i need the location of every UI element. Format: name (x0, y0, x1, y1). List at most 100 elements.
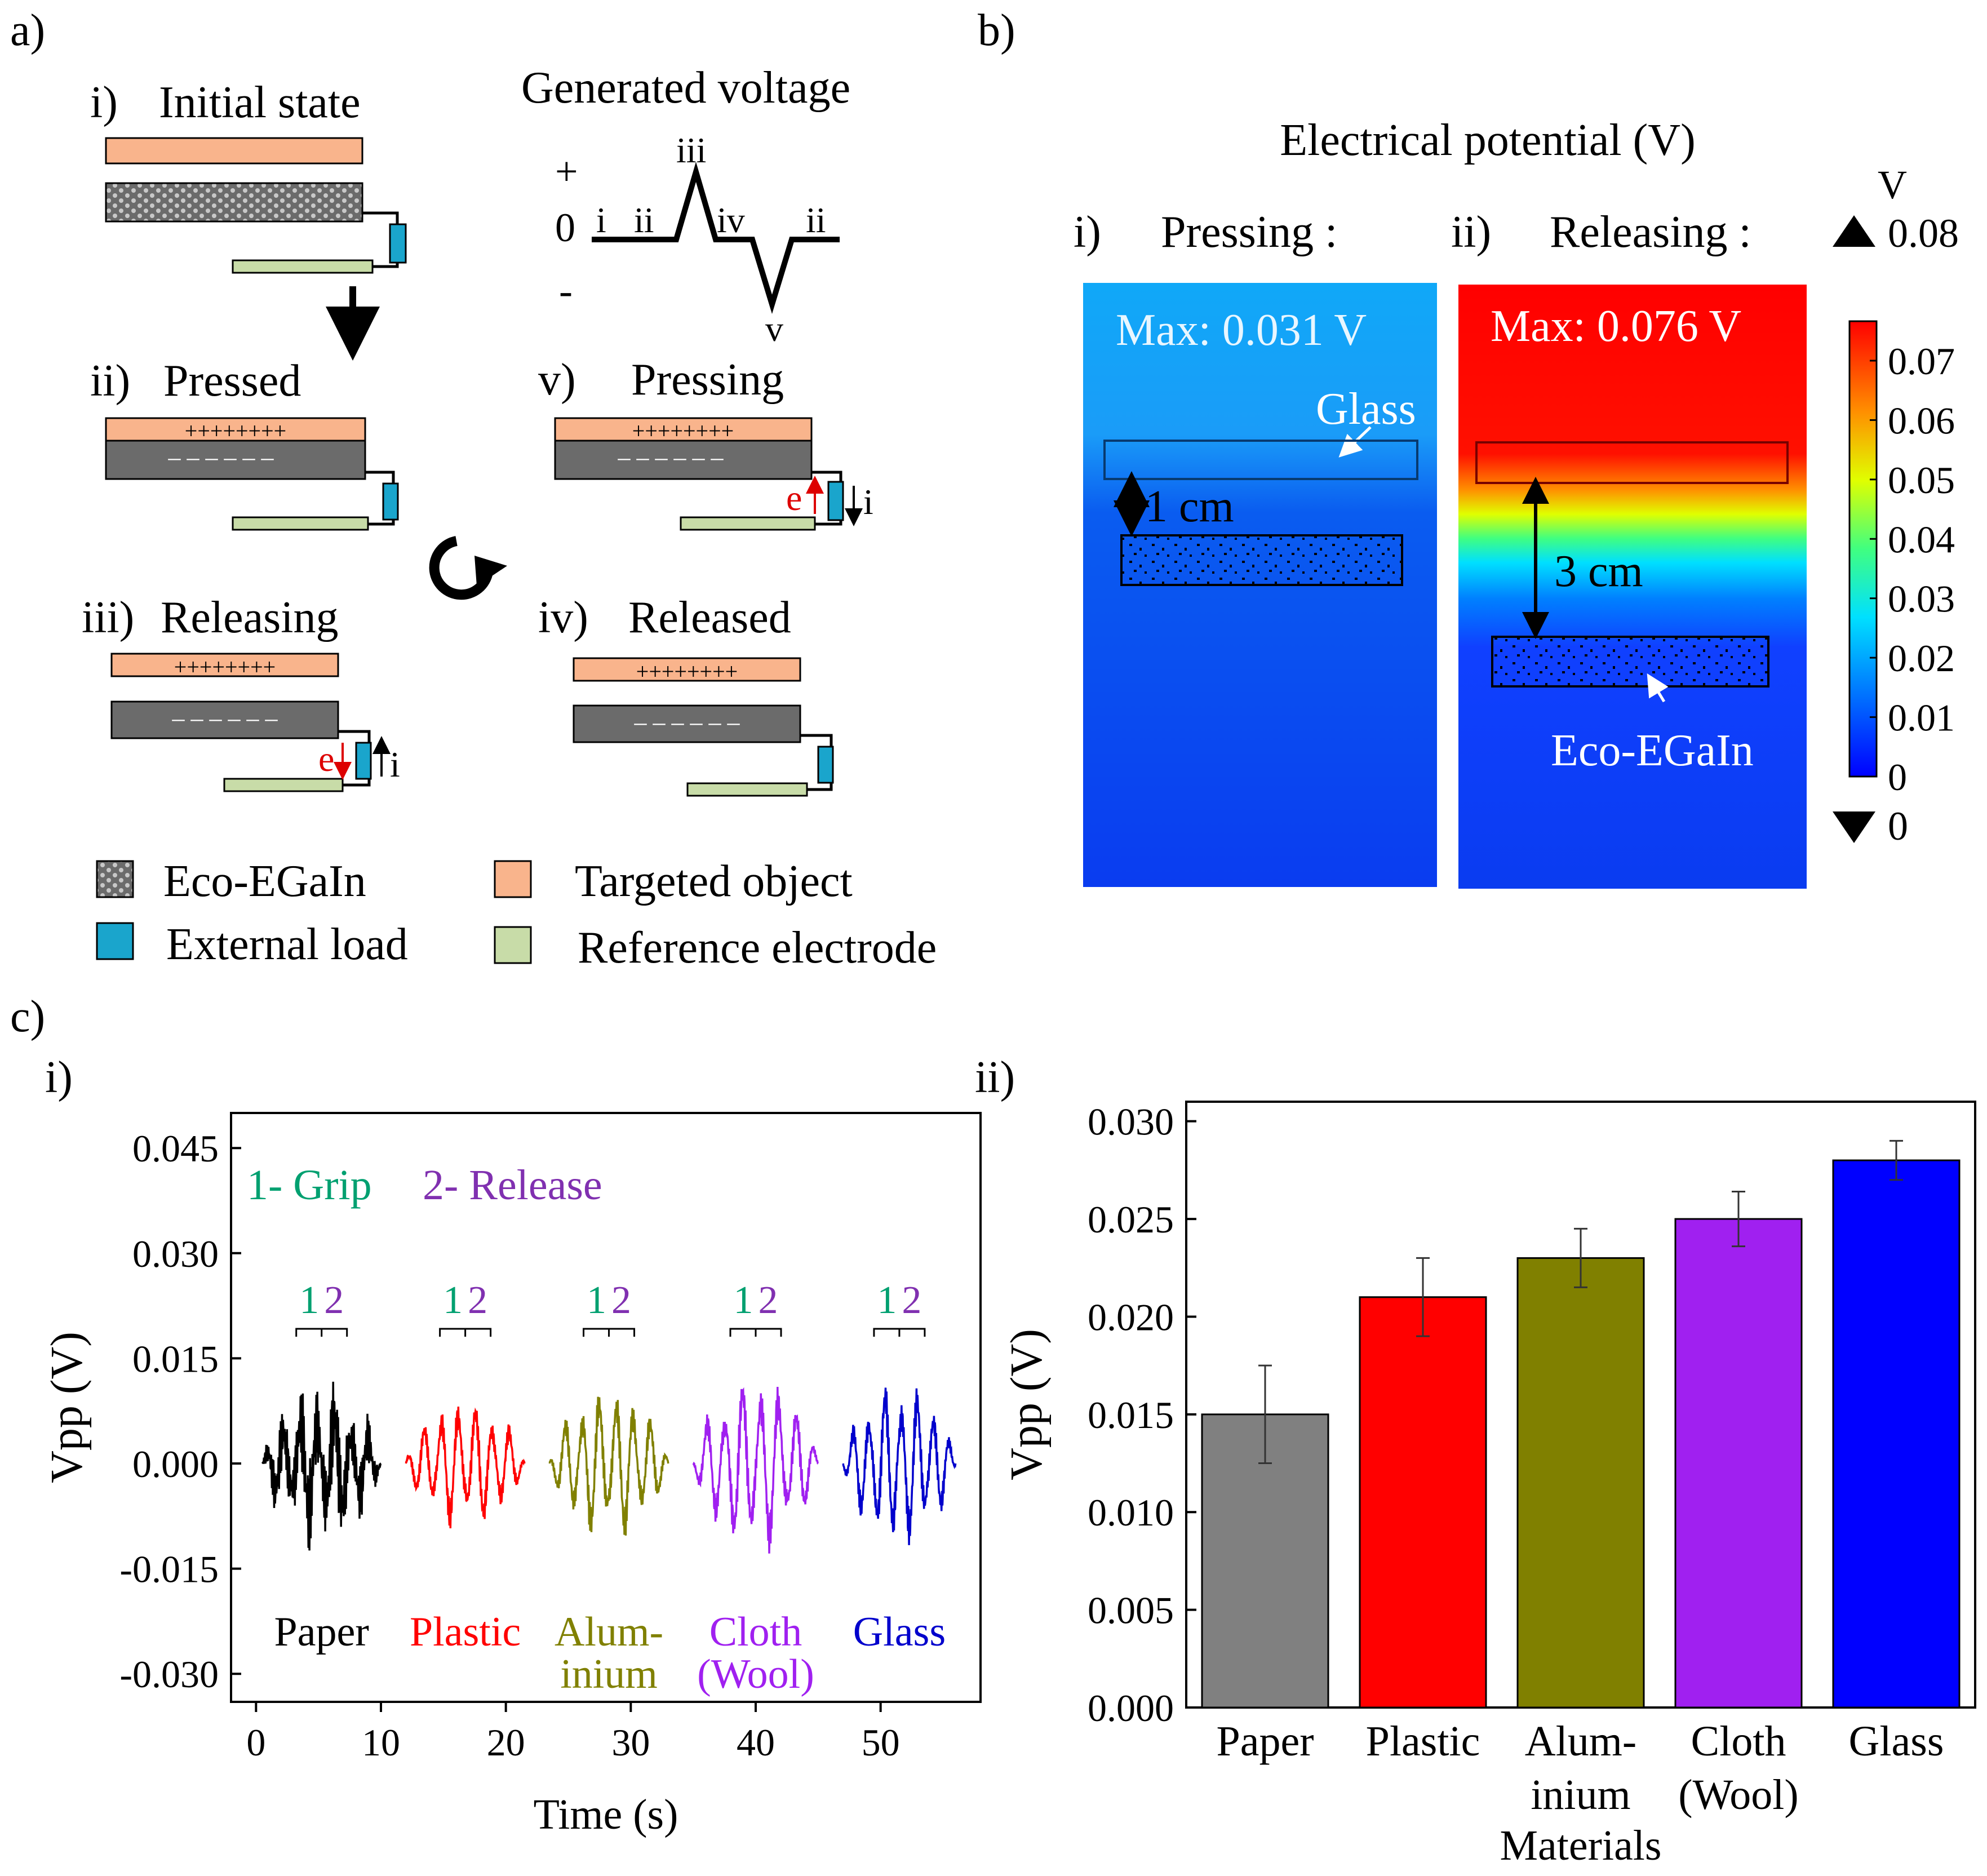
voltage-seq-3: iii (676, 130, 706, 170)
y-tick-label: 0.045 (132, 1127, 219, 1170)
series-line-paper (261, 1381, 382, 1551)
legend-ref-label: Reference electrode (578, 923, 937, 973)
grip-marker: 1 (587, 1279, 606, 1322)
releasing-field-map: Max: 0.076 V 3 cm Eco-EGaIn (1458, 285, 1807, 889)
releasing-gap-label: 3 cm (1554, 547, 1643, 596)
y-tick-label: 0.030 (132, 1232, 219, 1275)
targeted-object-layer (110, 653, 339, 677)
negative-charges: – – – – – – (172, 704, 278, 732)
cycle-icon (429, 536, 507, 600)
release-marker: 2 (902, 1279, 921, 1322)
pressing-field-map: Max: 0.031 V Glass 1 cm (1083, 283, 1437, 887)
step-v-number: v) (538, 355, 576, 405)
step-releasing: iii) Releasing ++++++++ – – – – – – e i (82, 593, 400, 792)
legend-release: 2- Release (423, 1161, 602, 1209)
legend-swatch-target (494, 860, 532, 898)
pressing-label: Pressing : (1161, 207, 1337, 257)
step-iv-number: iv) (538, 593, 588, 642)
step-pressing: v) Pressing ++++++++ – – – – – – e i (538, 355, 873, 531)
voltage-seq-6: ii (806, 200, 826, 240)
glass-outline (1475, 441, 1789, 484)
category-label: Cloth (1691, 1718, 1786, 1765)
voltage-seq-4: iv (717, 200, 745, 240)
positive-charges: ++++++++ (185, 418, 286, 444)
glass-outline (1103, 440, 1418, 480)
voltage-title: Generated voltage (521, 63, 850, 113)
y-tick-label: -0.015 (119, 1548, 219, 1591)
colorbar-min: 0 (1888, 804, 1908, 849)
colorbar-tick-label: 0.02 (1888, 637, 1955, 680)
eco-egain-layer (110, 700, 339, 739)
colorbar-tick-label: 0.01 (1888, 697, 1955, 739)
negative-charges: – – – – – – (634, 708, 740, 736)
y-tick-label: 0.000 (132, 1443, 219, 1485)
electron-label: e (786, 478, 802, 518)
series-label-line2: inium (560, 1651, 658, 1697)
bracket-marker (583, 1328, 636, 1337)
step-v-label: Pressing (631, 355, 784, 405)
category-label: Glass (1849, 1718, 1944, 1765)
reference-electrode (680, 516, 816, 531)
bar (1359, 1296, 1487, 1709)
series-line-cloth-wool- (692, 1386, 819, 1554)
step-released: iv) Released ++++++++ – – – – – – (538, 593, 834, 797)
potential-title: Electrical potential (V) (1280, 116, 1695, 165)
bracket-marker (295, 1328, 348, 1337)
step-initial-state: i) Initial state (90, 78, 407, 274)
external-load (355, 742, 372, 780)
y-axis-label: Vpp (V) (1002, 1329, 1052, 1480)
x-tick-label: 30 (611, 1721, 650, 1764)
grip-marker: 1 (877, 1279, 897, 1322)
legend: Eco-EGaIn External load Targeted object … (96, 857, 937, 973)
colorbar-tick-label: 0 (1888, 756, 1907, 799)
y-tick-label: 0.015 (1088, 1394, 1174, 1436)
bar (1832, 1159, 1961, 1709)
y-tick-label: 0.020 (1088, 1296, 1174, 1338)
y-tick-label: 0.015 (132, 1337, 219, 1380)
step-iv-label: Released (628, 593, 791, 642)
y-tick-label: 0.005 (1088, 1589, 1174, 1632)
colorbar: V 0.08 0.07 0.06 0.05 0.04 0.03 0.02 0.01 0 0 (1833, 162, 1959, 849)
colorbar-max: 0.08 (1888, 211, 1959, 256)
voltage-zero: 0 (555, 205, 575, 250)
vpp-bar-chart: 0.030 0.025 0.020 0.015 0.010 0.005 0.000 Paper… (1002, 1101, 1976, 1869)
panel-label-c: c) (10, 992, 45, 1041)
positive-charges: ++++++++ (636, 659, 738, 684)
legend-swatch-load (96, 922, 134, 960)
step-pressed: ii) Pressed ++++++++ – – – – – – (90, 356, 399, 531)
max-triangle-icon (1833, 215, 1875, 247)
eco-egain-layer (573, 704, 801, 743)
releasing-number: ii) (1451, 207, 1491, 257)
colorbar-gradient (1848, 320, 1878, 778)
series-label: Alum- (555, 1609, 663, 1655)
external-load (389, 223, 407, 264)
targeted-object-layer (573, 657, 801, 682)
plot-frame (230, 1112, 982, 1703)
positive-charges: ++++++++ (632, 418, 734, 444)
series-label: Plastic (410, 1609, 521, 1655)
voltage-seq-5: v (765, 309, 783, 349)
electron-label: e (318, 739, 334, 779)
bar (1674, 1218, 1803, 1709)
negative-charges: – – – – – – (168, 444, 274, 471)
pressing-max: Max: 0.031 V (1116, 305, 1367, 355)
step-iii-label: Releasing (161, 593, 338, 642)
reference-electrode (232, 516, 369, 531)
category-label-line2: (Wool) (1678, 1771, 1798, 1819)
external-load (827, 481, 844, 521)
glass-label: Glass (1316, 384, 1416, 434)
voltage-plus: + (555, 149, 578, 194)
y-axis-label: Vpp (V) (42, 1332, 92, 1483)
colorbar-tick-label: 0.07 (1888, 340, 1955, 383)
category-label-line2: inium (1531, 1771, 1630, 1819)
colorbar-tick-label: 0.04 (1888, 518, 1955, 561)
x-tick-label: 40 (737, 1721, 775, 1764)
colorbar-tick-label: 0.03 (1888, 578, 1955, 620)
bracket-marker (873, 1328, 926, 1337)
external-load (817, 746, 834, 784)
voltage-seq-1: i (596, 200, 606, 240)
series-line-plastic (405, 1407, 526, 1529)
step-i-number: i) (90, 78, 118, 127)
release-marker: 2 (611, 1279, 631, 1322)
